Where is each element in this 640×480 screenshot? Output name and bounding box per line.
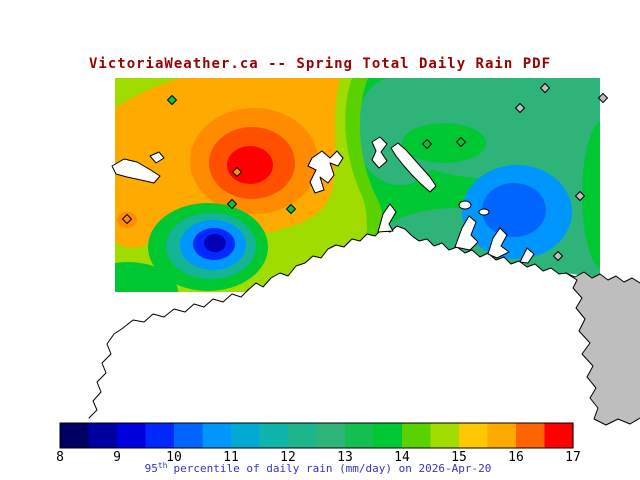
mainland-gray-land bbox=[566, 272, 640, 425]
contour-patch-midblue-east bbox=[482, 183, 546, 237]
island-south-coastline bbox=[246, 225, 567, 292]
contour-band-green-corner bbox=[115, 262, 178, 292]
colorbar-segment bbox=[459, 423, 489, 448]
station-marker[interactable] bbox=[231, 166, 243, 178]
islet-channel-2 bbox=[478, 208, 490, 216]
colorbar-tick-label: 9 bbox=[113, 450, 121, 465]
colorbar-segment bbox=[174, 423, 204, 448]
strait-water bbox=[243, 226, 606, 298]
colorbar-segment bbox=[231, 423, 261, 448]
colorbar-tick-label: 12 bbox=[280, 450, 296, 465]
peninsula-coastline bbox=[88, 288, 250, 419]
inlet-1 bbox=[377, 203, 397, 233]
colorbar: 8 9 10 11 12 13 14 15 16 17 95th percentile of dai… bbox=[56, 422, 581, 475]
colorbar-segment bbox=[516, 423, 546, 448]
inlet-3 bbox=[487, 227, 510, 259]
colorbar-segment bbox=[430, 423, 460, 448]
colorbar-segment bbox=[88, 423, 118, 448]
channel-diagonal bbox=[390, 142, 437, 193]
station-marker[interactable] bbox=[421, 138, 433, 150]
contour-core-red-max bbox=[227, 146, 273, 184]
page-title: VictoriaWeather.ca -- Spring Total Daily… bbox=[89, 56, 551, 72]
colorbar-caption: 95th percentile of daily rain (mm/day) on… bbox=[145, 461, 492, 475]
station-marker[interactable] bbox=[539, 82, 551, 94]
colorbar-tick-label: 10 bbox=[166, 450, 182, 465]
colorbar-segments bbox=[60, 423, 574, 448]
inlet-2 bbox=[454, 215, 479, 251]
station-marker[interactable] bbox=[597, 92, 609, 104]
islet-west-small bbox=[149, 151, 165, 164]
colorbar-segment bbox=[345, 423, 375, 448]
colorbar-ticks: 8 9 10 11 12 13 14 15 16 17 bbox=[56, 450, 581, 465]
station-marker[interactable] bbox=[226, 198, 238, 210]
colorbar-segment bbox=[402, 423, 432, 448]
colorbar-segment bbox=[288, 423, 318, 448]
colorbar-tick-label: 8 bbox=[56, 450, 64, 465]
caption-rest: percentile of daily rain (mm/day) on 202… bbox=[174, 462, 492, 475]
station-markers bbox=[121, 82, 609, 262]
colorbar-segment bbox=[145, 423, 175, 448]
station-marker[interactable] bbox=[514, 102, 526, 114]
island-west-chain bbox=[111, 158, 161, 184]
colorbar-tick-label: 11 bbox=[223, 450, 239, 465]
contour-band-green-patch bbox=[402, 123, 486, 163]
colorbar-tick-label: 16 bbox=[508, 450, 524, 465]
harbour-inlets bbox=[307, 150, 344, 194]
colorbar-segment bbox=[373, 423, 403, 448]
colorbar-segment bbox=[202, 423, 232, 448]
colorbar-tick-label: 15 bbox=[451, 450, 467, 465]
contour-field bbox=[115, 78, 600, 292]
contour-core-navy-min bbox=[204, 234, 226, 252]
colorbar-tick-label: 13 bbox=[337, 450, 353, 465]
caption-superscript: th bbox=[158, 461, 168, 470]
caption-prefix: 95 bbox=[145, 462, 158, 475]
mainland-west-coastline bbox=[565, 272, 640, 426]
contour-band-green-edge bbox=[582, 121, 600, 269]
lakes-feature bbox=[371, 136, 388, 169]
islet-channel-1 bbox=[458, 200, 472, 210]
colorbar-tick-label: 14 bbox=[394, 450, 410, 465]
colorbar-tick-label: 17 bbox=[565, 450, 581, 465]
station-marker[interactable] bbox=[552, 250, 564, 262]
station-marker[interactable] bbox=[121, 213, 133, 225]
colorbar-segment bbox=[544, 423, 574, 448]
mainland-north-coastline bbox=[565, 271, 640, 284]
colorbar-segment bbox=[117, 423, 147, 448]
colorbar-segment bbox=[259, 423, 289, 448]
station-marker[interactable] bbox=[455, 136, 467, 148]
station-marker[interactable] bbox=[285, 203, 297, 215]
colorbar-segment bbox=[316, 423, 346, 448]
inlet-4 bbox=[519, 247, 535, 264]
colorbar-segment bbox=[60, 423, 90, 448]
colorbar-frame bbox=[59, 422, 574, 449]
colorbar-segment bbox=[487, 423, 517, 448]
station-marker[interactable] bbox=[166, 94, 178, 106]
station-marker[interactable] bbox=[574, 190, 586, 202]
